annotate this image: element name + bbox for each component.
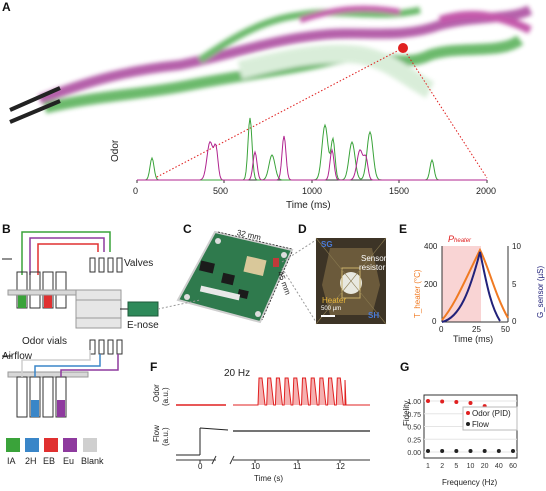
g-ytick-label-0: 0.00 [407, 450, 421, 457]
legend-swatch-2h [25, 438, 39, 452]
panel-label-a: A [2, 0, 11, 14]
panel-label-g: G [400, 360, 410, 374]
sensor-sg-label: SG [321, 240, 333, 249]
odor-xtick-1500: 1500 [389, 186, 410, 196]
heater-label: Heater [322, 296, 347, 305]
odor-xlabel: Time (ms) [286, 200, 331, 211]
g-point-flow-4 [482, 448, 487, 453]
g-point-flow-3 [468, 448, 473, 453]
g-ytick-label-4: 1.00 [407, 399, 421, 406]
g-point-odor-1 [440, 399, 445, 404]
g-xtick-label-1: 2 [440, 463, 444, 470]
odor-xtick-0: 0 [133, 186, 139, 196]
e-ytick-right-0: 0 [512, 317, 517, 326]
panel-label-e: E [399, 222, 408, 236]
heater-temp-curve [441, 247, 509, 321]
panel-label-f: F [150, 360, 158, 374]
e-ytick-left-400: 400 [424, 242, 438, 251]
g-legend-box [462, 406, 518, 431]
f-xtick-10: 10 [251, 462, 260, 471]
g-xtick-label-3: 10 [467, 463, 475, 470]
g-legend-flow: Flow [472, 420, 489, 429]
g-point-odor-3 [468, 401, 473, 406]
odor-xtick-500: 500 [213, 186, 229, 196]
g-point-odor-2 [454, 400, 459, 405]
e-xtick-50: 50 [501, 325, 510, 334]
odor-xtick-1000: 1000 [302, 186, 323, 196]
g-point-flow-0 [426, 448, 430, 453]
panel-label-c: C [183, 222, 192, 236]
e-ytick-left-200: 200 [424, 280, 438, 289]
legend-swatch-eu [63, 438, 77, 452]
f-axis-break-2 [229, 455, 235, 465]
sensor-resistor-label-1: Sensor [361, 254, 387, 263]
f-xlabel: Time (s) [254, 474, 284, 483]
g-xtick-label-0: 1 [426, 463, 430, 470]
legend-label-2h: 2H [25, 456, 37, 466]
e-xtick-25: 25 [472, 325, 481, 334]
panel-label-b: B [2, 222, 11, 236]
g-point-flow-1 [440, 448, 445, 453]
g-ytick-label-1: 0.25 [407, 437, 421, 444]
airflow-label: Airflow [2, 351, 33, 362]
valves-label: Valves [124, 258, 154, 269]
g-ytick-label-2: 0.50 [407, 425, 421, 432]
e-xlabel: Time (ms) [453, 334, 494, 344]
g-legend-marker-flow [466, 422, 470, 426]
f-flow-step [199, 427, 229, 431]
legend-label-eb: EB [43, 456, 56, 466]
f-xtick-0: 0 [198, 462, 203, 471]
e-ytick-right-10: 10 [512, 242, 521, 251]
legend-swatch-blank [83, 438, 97, 452]
legend-label-eu: Eu [63, 456, 75, 466]
panel-label-d: D [298, 222, 307, 236]
g-point-flow-2 [454, 448, 459, 453]
e-title: Pheater [448, 234, 472, 244]
scale-bar-label: 500 µm [321, 306, 342, 312]
g-point-flow-6 [511, 448, 515, 453]
enose-label: E-nose [127, 320, 159, 331]
f-xtick-11: 11 [293, 462, 302, 471]
odor-xtick-2000: 2000 [476, 186, 497, 196]
g-xlabel: Frequency (Hz) [442, 478, 498, 487]
g-xtick-label-6: 60 [509, 463, 517, 470]
plume-image [9, 5, 533, 124]
g-point-odor-0 [426, 399, 430, 403]
legend-swatch-eb [44, 438, 58, 452]
e-ytick-right-5: 5 [512, 280, 517, 289]
g-legend-odor: Odor (PID) [472, 409, 511, 418]
sensor-conductance-curve [441, 251, 501, 323]
g-xtick-label-5: 40 [495, 463, 503, 470]
g-ylabel: Fidelity [402, 400, 411, 426]
e-ytick-left-0: 0 [432, 317, 437, 326]
f-odor-pulse-train [233, 377, 370, 406]
g-xtick-label-4: 20 [481, 463, 489, 470]
g-ytick-label-3: 0.75 [407, 412, 421, 419]
legend-swatch-ia [6, 438, 20, 452]
f-axis-break-1 [211, 455, 217, 465]
odor-vials-label: Odor vials [22, 336, 68, 347]
legend-label-blank: Blank [81, 456, 104, 466]
odor-trace-purple [137, 135, 487, 181]
g-point-flow-5 [496, 448, 501, 453]
legend-label-ia: IA [7, 456, 16, 466]
g-legend-marker-odor [466, 411, 470, 415]
f-xtick-12: 12 [336, 462, 345, 471]
sensor-sh-label: SH [368, 311, 380, 320]
e-xtick-0: 0 [439, 325, 444, 334]
sensor-resistor-label-2: resistor [359, 263, 386, 272]
f-title: 20 Hz [224, 368, 251, 379]
g-xtick-label-2: 5 [454, 463, 458, 470]
